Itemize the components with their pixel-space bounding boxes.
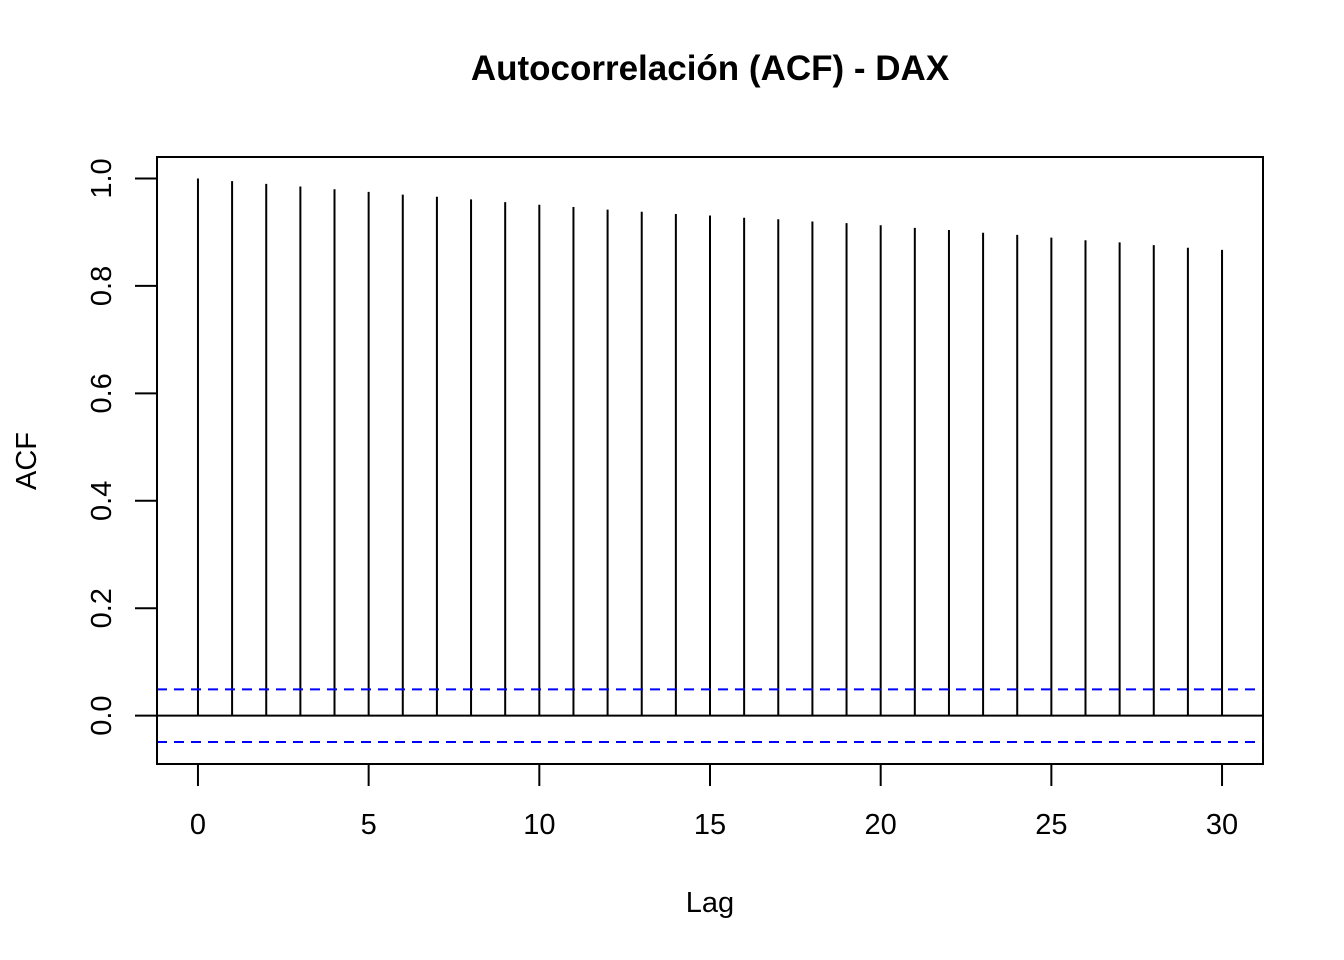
x-axis-label: Lag <box>686 887 734 919</box>
y-axis: 0.0 0.2 0.4 0.6 0.8 1.0 <box>86 158 158 736</box>
x-tick-label: 0 <box>190 809 206 841</box>
x-axis: 0 5 10 15 20 25 30 <box>190 763 1238 841</box>
x-tick-label: 5 <box>361 809 377 841</box>
x-tick-label: 15 <box>694 809 726 841</box>
y-tick-label: 0.6 <box>86 373 118 413</box>
y-tick-label: 0.0 <box>86 695 118 735</box>
y-tick-label: 0.4 <box>86 481 118 521</box>
x-tick-label: 30 <box>1206 809 1238 841</box>
y-tick-label: 0.2 <box>86 588 118 628</box>
x-tick-label: 25 <box>1035 809 1067 841</box>
acf-bars <box>196 178 1224 716</box>
x-tick-label: 10 <box>523 809 555 841</box>
y-axis-label: ACF <box>11 432 43 490</box>
x-tick-label: 20 <box>865 809 897 841</box>
chart-title: Autocorrelación (ACF) - DAX <box>471 49 950 88</box>
y-tick-label: 1.0 <box>86 158 118 198</box>
y-tick-label: 0.8 <box>86 266 118 306</box>
